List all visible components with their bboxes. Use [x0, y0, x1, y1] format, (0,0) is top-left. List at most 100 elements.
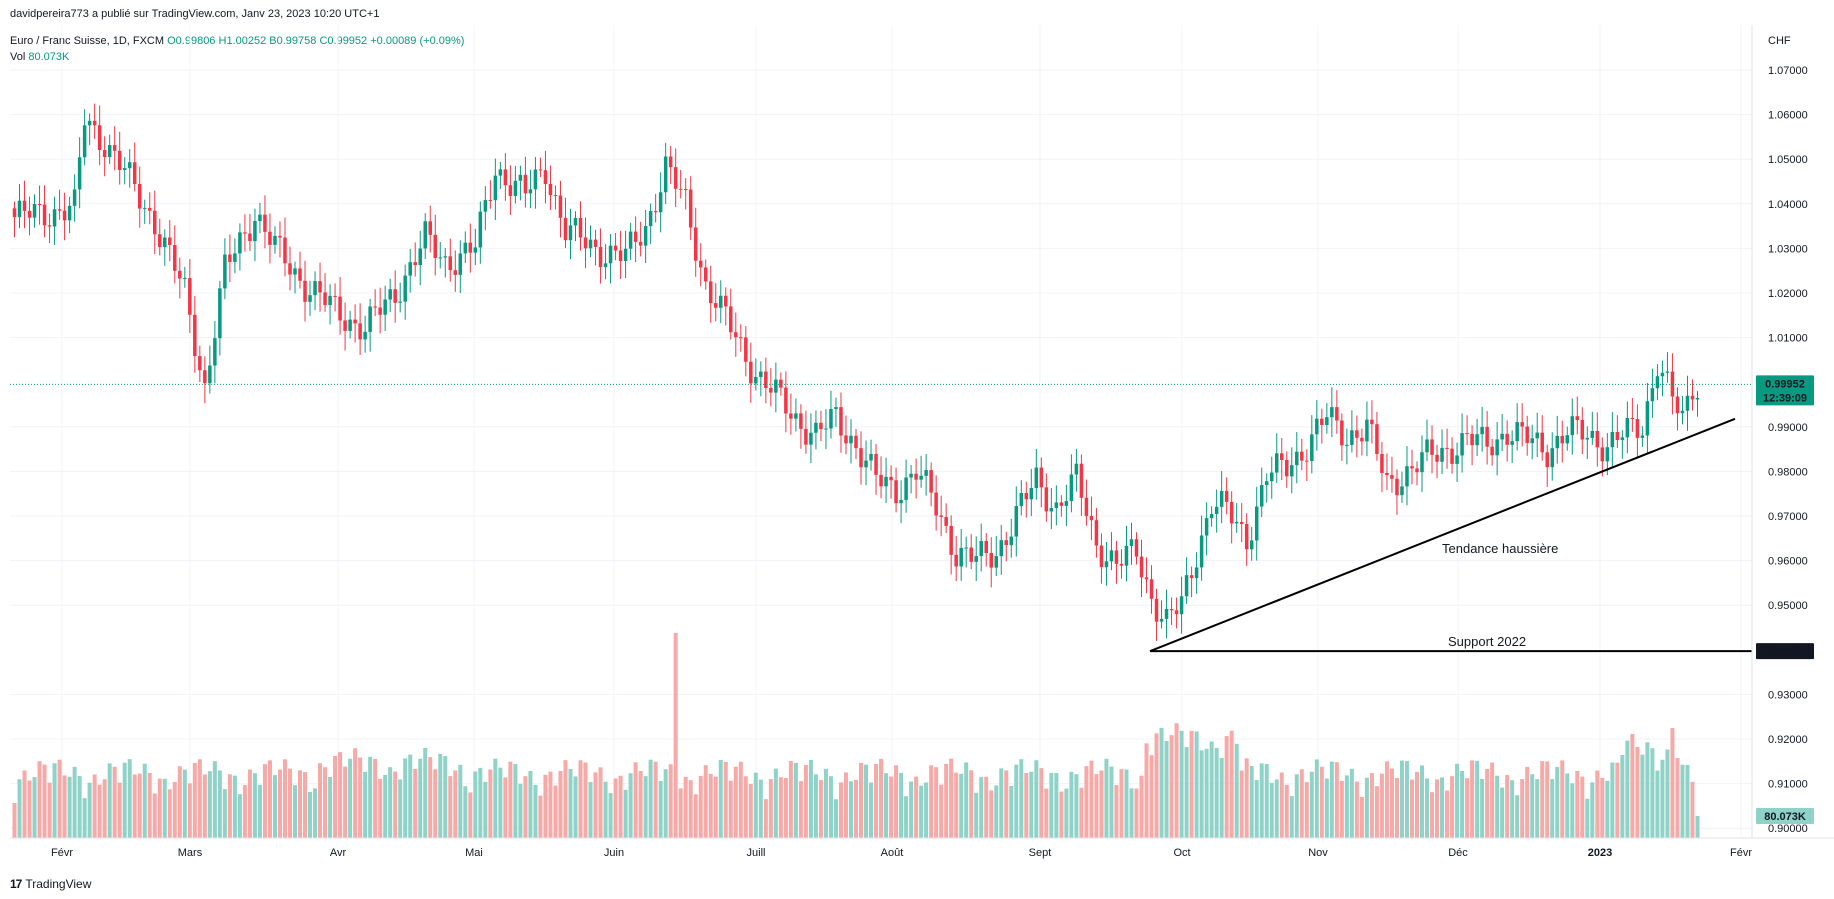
volume-bar	[408, 754, 413, 838]
candle-body	[1254, 506, 1259, 541]
volume-bar	[939, 784, 944, 838]
volume-bar	[638, 770, 643, 838]
volume-bar	[1074, 774, 1079, 838]
volume-bar	[853, 779, 859, 838]
candle-body	[1224, 490, 1229, 502]
candle-body	[894, 480, 898, 504]
candle-body	[1450, 448, 1454, 464]
candle-body	[1340, 420, 1344, 446]
candle-body	[1300, 451, 1304, 461]
y-tick-label: 1.06000	[1768, 110, 1808, 122]
volume-bar	[698, 775, 703, 838]
volume-bar	[1470, 760, 1475, 838]
candle-body	[132, 162, 137, 185]
x-tick-label: Déc	[1448, 847, 1468, 859]
candle-body	[178, 270, 182, 279]
volume-bar	[313, 788, 318, 838]
candle-body	[583, 237, 588, 249]
volume-bar	[1500, 787, 1505, 838]
volume-bar	[1530, 774, 1535, 838]
candle-body	[553, 195, 558, 197]
volume-bar	[478, 767, 483, 838]
candle-body	[433, 234, 438, 258]
volume-bar	[1485, 769, 1490, 838]
volume-bar	[813, 774, 818, 838]
candle-body	[919, 475, 923, 480]
candle-body	[1525, 426, 1529, 444]
candle-body	[72, 189, 77, 206]
volume-bar	[803, 764, 808, 838]
candle-body	[1425, 439, 1429, 453]
candle-body	[358, 323, 362, 340]
symbol-name[interactable]: Euro / Franc Suisse, 1D, FXCM	[10, 35, 165, 47]
candle-body	[658, 192, 663, 213]
volume-bar	[889, 776, 894, 838]
candle-body	[1440, 447, 1444, 462]
candle-body	[173, 245, 177, 271]
volume-bar	[823, 768, 828, 838]
volume-bar	[563, 760, 568, 838]
volume-bar	[428, 757, 433, 838]
volume-bar	[1274, 779, 1279, 838]
volume-bar	[242, 785, 247, 838]
x-tick-label: Mars	[178, 847, 203, 859]
candle-body	[739, 337, 743, 339]
tradingview-brand[interactable]: 17 TradingView	[10, 877, 91, 891]
volume-bar	[568, 768, 573, 838]
candle-body	[1154, 598, 1159, 622]
candle-body	[939, 515, 943, 517]
volume-bar	[603, 781, 608, 838]
candle-body	[1640, 435, 1645, 438]
candle-body	[283, 237, 287, 264]
candle-body	[1114, 550, 1119, 564]
volume-bar	[778, 777, 783, 838]
volume-bar	[1384, 761, 1389, 838]
volume-bar	[929, 765, 934, 838]
candle-body	[1049, 507, 1054, 512]
volume-bar	[1585, 798, 1590, 838]
volume-bar	[1605, 780, 1610, 838]
candle-body	[473, 247, 478, 253]
volume-bar	[182, 769, 187, 838]
candle-body	[608, 245, 613, 264]
volume-bar	[1450, 776, 1455, 838]
candle-body	[1274, 453, 1279, 473]
candle-body	[17, 200, 22, 218]
volume-bar	[152, 793, 157, 838]
candle-body	[994, 556, 999, 568]
volume-bar	[1374, 786, 1379, 838]
volume-bar	[1119, 769, 1124, 838]
x-tick-label: Nov	[1308, 847, 1328, 859]
candle-body	[288, 263, 292, 275]
volume-bar	[1314, 759, 1319, 838]
volume-bar	[1565, 773, 1570, 838]
volume-bar	[678, 788, 683, 838]
volume-bar	[12, 803, 17, 838]
x-tick-label: Avr	[330, 847, 347, 859]
candle-body	[1099, 545, 1104, 568]
candle-body	[1315, 418, 1319, 435]
volume-bar	[743, 776, 748, 838]
candle-body	[1244, 523, 1249, 550]
volume-bar	[247, 769, 252, 838]
time-axis: Févr Mars Avr Mai Juin Juill Août Sept Oct Nov Déc…	[10, 837, 1834, 859]
volume-bar	[934, 767, 939, 838]
volume-bar	[783, 778, 788, 838]
volume-bar	[1319, 766, 1324, 838]
open-value: O0.99806	[167, 35, 216, 47]
candle-body	[488, 200, 493, 202]
volume-bar	[323, 767, 328, 838]
candle-body	[443, 256, 448, 258]
candle-body	[238, 232, 242, 254]
volume-bar	[763, 799, 768, 838]
candle-body	[1400, 486, 1404, 496]
volume-bar	[1620, 755, 1625, 838]
candle-body	[1410, 466, 1414, 469]
volume-bar	[227, 774, 232, 838]
volume-bar	[262, 764, 267, 838]
volume-bar	[528, 770, 533, 838]
candle-body	[142, 207, 147, 209]
candle-body	[448, 256, 453, 271]
volume-bar	[1690, 781, 1695, 838]
